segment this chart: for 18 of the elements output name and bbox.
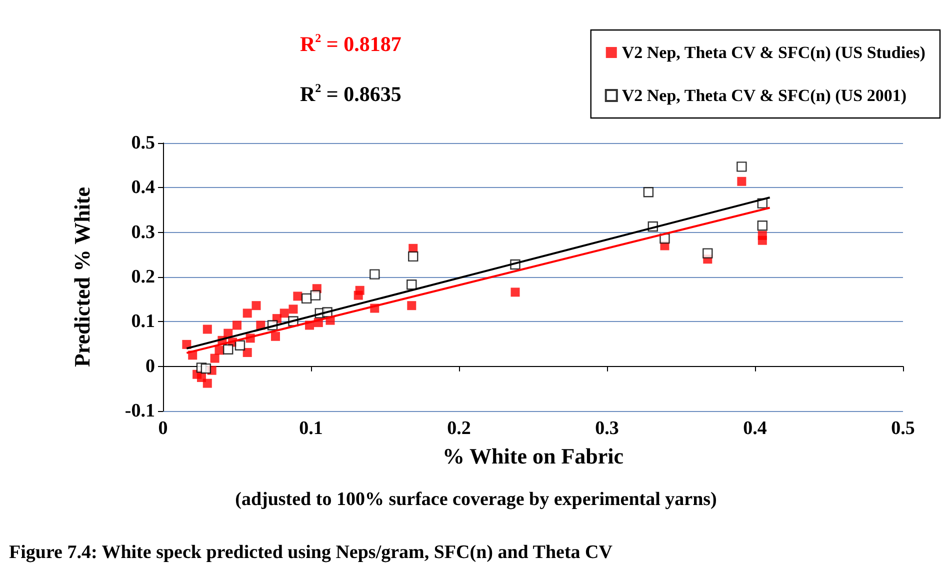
x-tick-label: 0.5: [891, 418, 915, 439]
y-tick-label: 0.2: [131, 266, 155, 288]
y-tick-label: 0: [146, 356, 155, 377]
y-tick-label: 0.4: [131, 177, 156, 198]
x-tick-label: 0.3: [595, 418, 619, 439]
x-tick-label: 0.1: [299, 418, 323, 439]
y-axis-title: Predicted % White: [70, 186, 94, 368]
text: Figure 7.4: White speck predicted using Neps/gram, SFC(n) and Theta CV: [9, 542, 613, 563]
y-tick-label: 0.5: [131, 132, 155, 154]
text: (adjusted to 100% surface coverage by experimental yarns): [235, 489, 717, 510]
x-tick-label: 0.4: [743, 418, 768, 439]
x-tick-label: 0.2: [447, 418, 471, 439]
legend-label: V2 Nep, Theta CV & SFC(n) (US Studies): [622, 43, 926, 62]
y-tick-label: 0.3: [131, 222, 155, 243]
x-axis-title: % White on Fabric: [442, 444, 624, 468]
legend-label: V2 Nep, Theta CV & SFC(n) (US 2001): [622, 86, 906, 105]
y-tick-label: -0.1: [124, 400, 155, 422]
y-tick-label: 0.1: [131, 311, 155, 332]
